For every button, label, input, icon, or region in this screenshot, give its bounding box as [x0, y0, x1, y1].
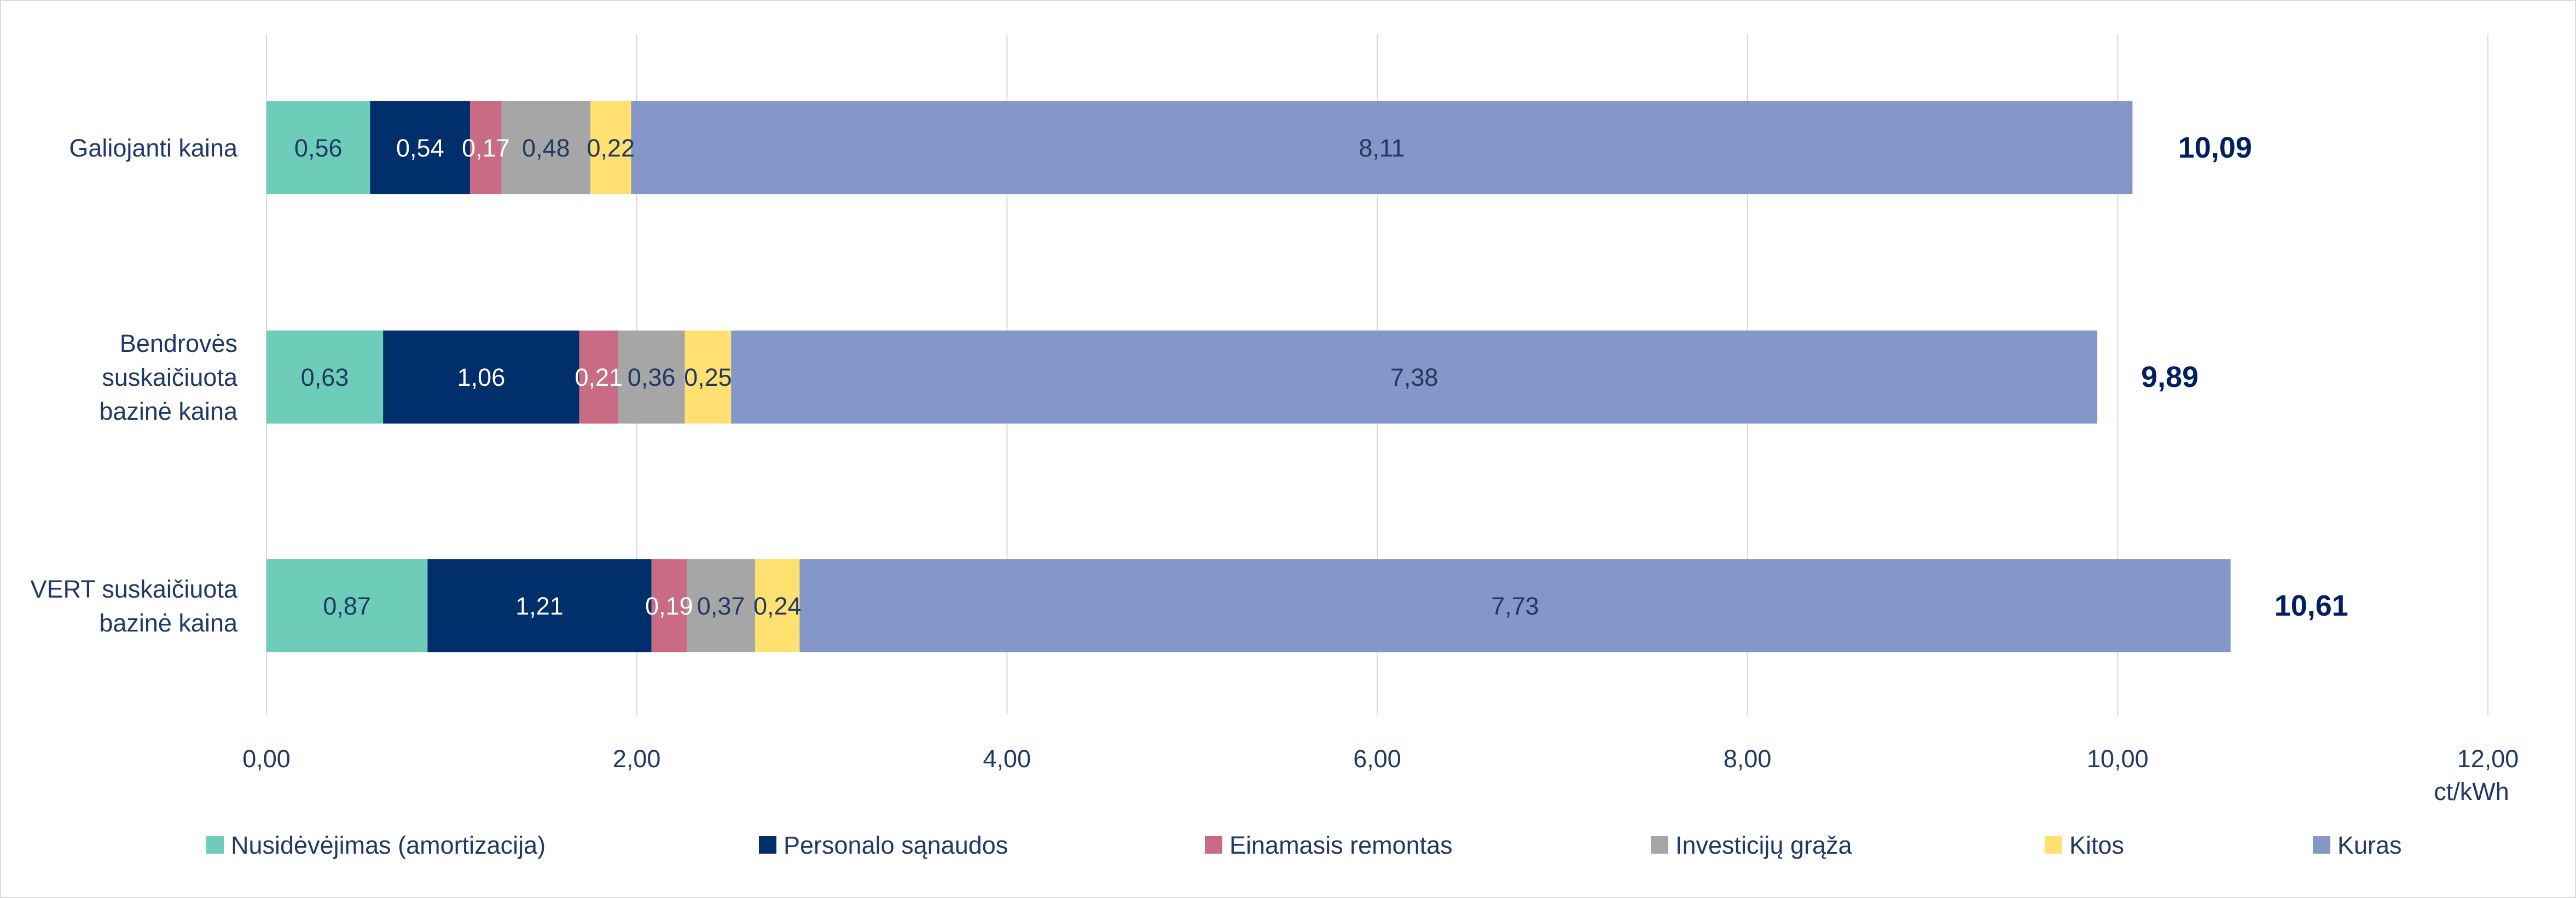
x-tick-label: 0,00: [242, 745, 291, 773]
data-label: 0,54: [396, 134, 444, 162]
data-label: 0,36: [628, 363, 676, 391]
legend-swatch: [206, 836, 224, 854]
data-label: 1,21: [515, 592, 564, 620]
legend-label: Kitos: [2069, 831, 2124, 859]
bar-segment: [755, 559, 800, 652]
bar-segment: [579, 331, 618, 424]
labels: 0,56 0,54 0,17 0,48 0,22 8,11 10,09 0,63 1,06 0,2…: [294, 131, 2348, 622]
x-unit-label: ct/kWh: [2434, 778, 2509, 806]
bar-segment: [731, 331, 2098, 424]
category-label-line: suskaičiuota: [102, 363, 238, 391]
x-axis: 0,00 2,00 4,00 6,00 8,00 10,00 12,00 ct/kWh Gali…: [30, 134, 2519, 806]
category-label-line: Bendrovės: [120, 329, 237, 357]
category-label: Bendrovės suskaičiuota bazinė kaina: [99, 329, 238, 425]
category-label: Galiojanti kaina: [69, 134, 238, 162]
x-tick-label: 10,00: [2087, 745, 2149, 773]
bar-segment: [383, 331, 579, 424]
data-label: 0,21: [575, 363, 623, 391]
bar-segment: [799, 559, 2231, 652]
total-label: 10,61: [2275, 589, 2348, 622]
legend-swatch: [1651, 836, 1668, 854]
category-label-line: VERT suskaičiuota: [30, 575, 237, 603]
bar-segment: [266, 101, 370, 194]
total-label: 10,09: [2178, 131, 2252, 164]
data-label: 0,63: [301, 363, 349, 391]
legend-label: Nusidėvėjimas (amortizacija): [231, 831, 546, 859]
bar-segment: [427, 559, 652, 652]
total-label: 9,89: [2141, 361, 2198, 393]
legend-label: Kuras: [2337, 831, 2402, 859]
data-label: 0,22: [587, 134, 635, 162]
legend-swatch: [1205, 836, 1222, 854]
x-tick-label: 6,00: [1353, 745, 1401, 773]
category-label-line: bazinė kaina: [99, 609, 238, 637]
data-label: 0,17: [462, 134, 510, 162]
data-label: 8,11: [1359, 134, 1405, 162]
data-label: 0,25: [684, 363, 732, 391]
legend: Nusidėvėjimas (amortizacija) Personalo są…: [206, 831, 2402, 859]
category-label: VERT suskaičiuota bazinė kaina: [30, 575, 238, 637]
legend-label: Einamasis remontas: [1229, 831, 1453, 859]
data-label: 0,48: [522, 134, 570, 162]
data-label: 7,38: [1390, 363, 1438, 391]
bar-segment: [470, 101, 502, 194]
data-label: 0,37: [697, 592, 745, 620]
bars: [266, 101, 2231, 652]
data-label: 1,06: [457, 363, 506, 391]
data-label: 0,56: [294, 134, 343, 162]
bar-segment: [370, 101, 471, 194]
category-label-line: bazinė kaina: [99, 397, 238, 425]
bar-segment: [266, 331, 384, 424]
data-label: 0,24: [753, 592, 802, 620]
legend-swatch: [2313, 836, 2330, 854]
x-tick-label: 2,00: [613, 745, 661, 773]
data-label: 7,73: [1491, 592, 1539, 620]
legend-swatch: [759, 836, 776, 854]
x-tick-label: 4,00: [983, 745, 1031, 773]
x-tick-label: 8,00: [1724, 745, 1772, 773]
x-tick-label: 12,00: [2457, 745, 2519, 773]
legend-label: Personalo sąnaudos: [784, 831, 1008, 859]
data-label: 0,19: [645, 592, 693, 620]
legend-label: Investicijų grąža: [1675, 831, 1853, 859]
bar-segment: [266, 559, 428, 652]
bar-segment: [618, 331, 685, 424]
bar-segment: [631, 101, 2133, 194]
bar-segment: [687, 559, 756, 652]
legend-swatch: [2045, 836, 2062, 854]
bar-segment: [684, 331, 732, 424]
data-label: 0,87: [323, 592, 371, 620]
bar-segment: [651, 559, 687, 652]
bar-segment: [590, 101, 631, 194]
category-label-line: Galiojanti kaina: [69, 134, 238, 162]
bar-segment: [501, 101, 591, 194]
